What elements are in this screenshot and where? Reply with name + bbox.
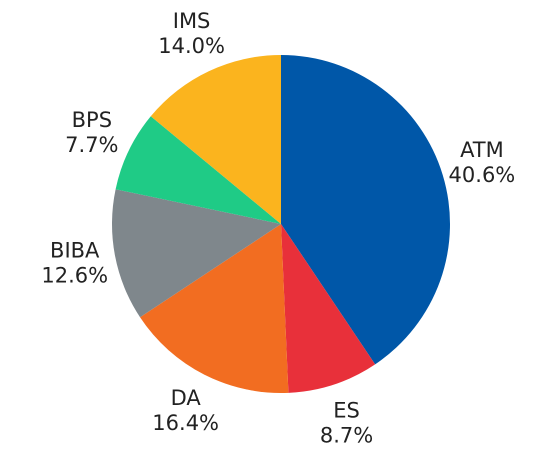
slice-name: BIBA xyxy=(50,238,100,262)
slice-percent: 16.4% xyxy=(152,411,219,435)
slice-percent: 14.0% xyxy=(158,34,225,58)
slice-name: IMS xyxy=(173,9,211,33)
slice-name: ES xyxy=(333,399,360,423)
slice-name: BPS xyxy=(72,108,112,132)
pie-slice xyxy=(115,116,281,224)
pie-slice xyxy=(111,189,281,318)
pie-slice xyxy=(150,55,281,224)
slice-percent: 12.6% xyxy=(41,263,108,287)
pie-slice xyxy=(140,224,289,394)
slice-name: ATM xyxy=(460,138,504,162)
pie-slice xyxy=(281,55,451,365)
slice-name: DA xyxy=(171,386,202,410)
slice-percent: 7.7% xyxy=(65,133,118,157)
slice-percent: 8.7% xyxy=(320,424,373,448)
pie-slice xyxy=(281,224,376,393)
slice-percent: 40.6% xyxy=(449,163,516,187)
